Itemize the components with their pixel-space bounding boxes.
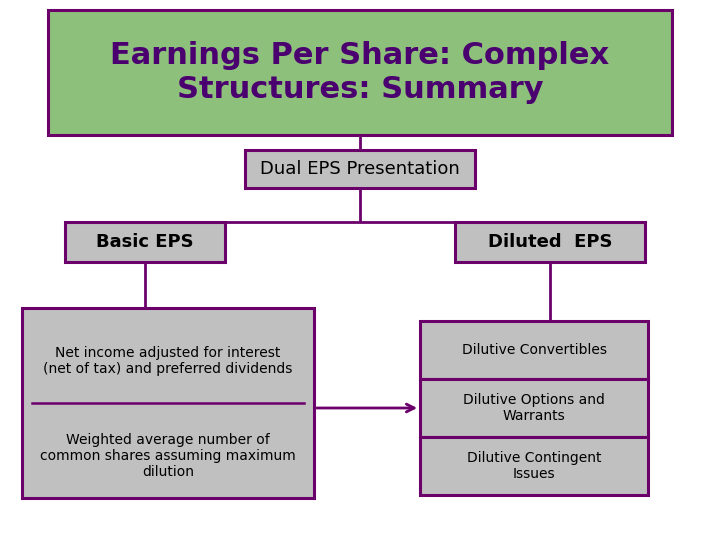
Text: Weighted average number of
common shares assuming maximum
dilution: Weighted average number of common shares… bbox=[40, 433, 296, 480]
Bar bbox=[420, 321, 648, 379]
Text: Net income adjusted for interest
(net of tax) and preferred dividends: Net income adjusted for interest (net of… bbox=[43, 346, 293, 376]
Bar bbox=[245, 150, 475, 188]
Bar bbox=[65, 222, 225, 262]
Text: Dilutive Options and
Warrants: Dilutive Options and Warrants bbox=[463, 393, 605, 423]
Bar bbox=[420, 437, 648, 495]
Text: Dilutive Contingent
Issues: Dilutive Contingent Issues bbox=[467, 451, 601, 481]
Text: Earnings Per Share: Complex
Structures: Summary: Earnings Per Share: Complex Structures: … bbox=[110, 41, 610, 104]
Text: Dual EPS Presentation: Dual EPS Presentation bbox=[260, 160, 460, 178]
Text: Dilutive Convertibles: Dilutive Convertibles bbox=[462, 343, 606, 357]
Text: Diluted  EPS: Diluted EPS bbox=[487, 233, 612, 251]
Bar bbox=[455, 222, 645, 262]
Text: Basic EPS: Basic EPS bbox=[96, 233, 194, 251]
Bar bbox=[48, 10, 672, 135]
Bar bbox=[22, 308, 314, 498]
Bar bbox=[420, 379, 648, 437]
